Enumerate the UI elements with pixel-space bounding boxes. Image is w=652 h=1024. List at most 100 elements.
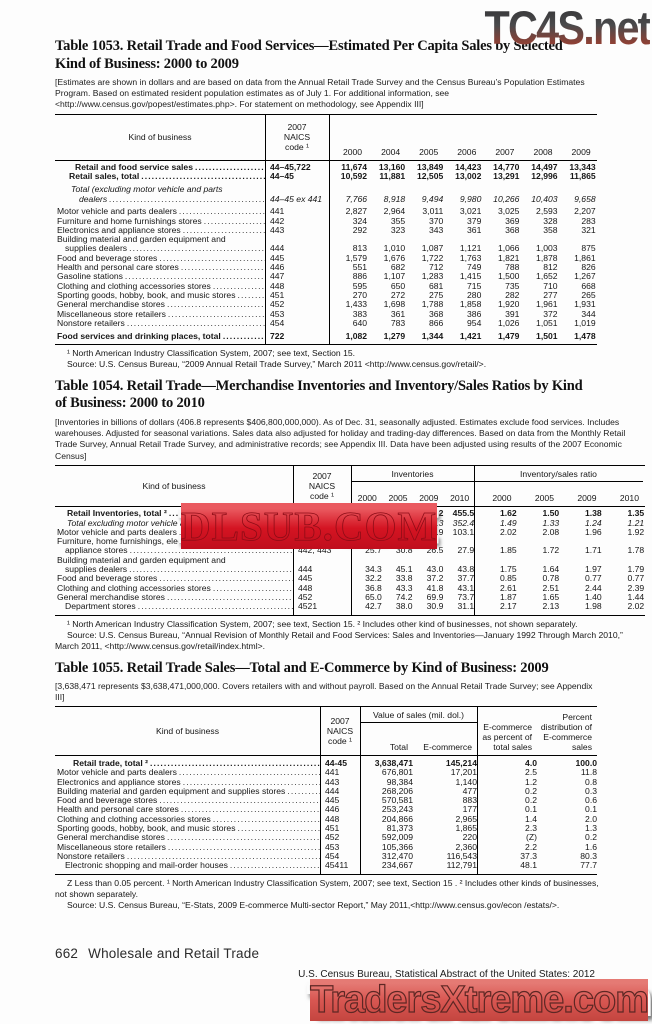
cell-value: 41.8 [426, 582, 444, 593]
cell-value: 2.5 [525, 767, 537, 778]
dot-leader [167, 593, 293, 602]
cell-value: 1.85 [499, 545, 517, 556]
cell-value: 0.1 [585, 804, 597, 815]
cell-value: 0.6 [585, 795, 597, 806]
cell-value: 386 [467, 308, 482, 319]
cell-value: 43.3 [395, 582, 413, 593]
cell-value: 272 [390, 289, 406, 300]
column-header-year: 2005 [534, 492, 554, 503]
cell-value: 1,676 [383, 252, 406, 263]
dot-leader [167, 833, 320, 842]
cell-naics-code: 453 [325, 841, 340, 852]
cell-value: 1.33 [542, 517, 560, 528]
cell-value: 2,360 [455, 841, 477, 852]
cell-value: 1,421 [459, 330, 482, 341]
cell-naics-code: 44-45 [325, 757, 347, 768]
watermark-dlsub-text: DLSUB.COM [181, 502, 438, 549]
dot-leader [213, 282, 265, 291]
cell-value: 0.85 [499, 573, 517, 584]
cell-value: 2.02 [499, 526, 517, 537]
column-header-year: 2009 [419, 492, 439, 503]
cell-value: 1,500 [497, 271, 520, 282]
cell-value: 370 [428, 215, 444, 226]
dot-leader [238, 824, 320, 833]
table-1054-note: [Inventories in billions of dollars (406… [55, 416, 626, 461]
table-row: Nonstore retailers 454 312,470 116,543 37.3 8… [55, 850, 597, 861]
cell-value: 145,214 [445, 757, 477, 768]
row-label: Miscellaneous store retailers [55, 310, 265, 319]
cell-value: 37.3 [520, 850, 537, 861]
column-divider [477, 707, 478, 874]
cell-naics-code: 446 [325, 804, 340, 815]
cell-value: 361 [467, 224, 482, 235]
dot-leader [223, 332, 265, 341]
cell-naics-code: 452 [298, 591, 313, 602]
table-1055-title: Table 1055. Retail Trade Sales—Total and… [55, 659, 549, 676]
cell-value: 48.1 [520, 860, 537, 871]
row-label: Retail trade, total ² [55, 759, 320, 768]
cell-value: 1,433 [345, 299, 368, 310]
column-header-year: 2008 [533, 146, 553, 157]
cell-value: 477 [462, 785, 477, 796]
cell-value: 8,918 [383, 193, 406, 204]
cell-value: 282 [505, 289, 520, 300]
cell-naics-code: 448 [298, 582, 313, 593]
page-footer-section: 662 Wholesale and Retail Trade [55, 946, 259, 961]
column-header-ecommerce-percent-of-total: E-commerce as percent of total sales [482, 722, 532, 753]
cell-value: 1,283 [421, 271, 444, 282]
row-label: Retail Inventories, total ² [55, 509, 293, 518]
column-header-year: 2007 [495, 146, 515, 157]
group-header-inventory-sales-ratio: Inventory/sales ratio [474, 466, 643, 482]
cell-value: 1,858 [459, 299, 482, 310]
cell-value: 2.3 [525, 823, 537, 834]
cell-value: 361 [390, 308, 406, 319]
cell-value: 1,722 [421, 252, 444, 263]
cell-value: 1.79 [627, 564, 645, 575]
row-label: Motor vehicle and parts dealers [55, 207, 265, 216]
cell-value: 33.8 [395, 573, 413, 584]
page-content: Table 1053. Retail Trade and Food Servic… [55, 0, 647, 911]
cell-value: 14,770 [493, 162, 520, 173]
table-row: Miscellaneous store retailers 453 105,366 2… [55, 841, 597, 852]
cell-naics-code: 454 [325, 850, 340, 861]
table-row: Miscellaneous store retailers 453 383 361 36… [55, 308, 597, 319]
row-label: Health and personal care stores [55, 805, 320, 814]
dot-leader [230, 861, 320, 870]
table-row: Total (excluding motor vehicle and parts… [55, 185, 597, 204]
cell-value: 1.64 [542, 564, 560, 575]
cell-value: 2.51 [542, 582, 560, 593]
cell-value: 1.75 [499, 564, 517, 575]
cell-value: 352.4 [452, 517, 475, 528]
cell-value: 866 [428, 317, 444, 328]
cell-value: 34.3 [365, 564, 382, 575]
cell-value: 3,021 [459, 206, 482, 217]
cell-naics-code: 444 [270, 243, 285, 254]
cell-value: 292 [352, 224, 368, 235]
cell-value: 3,638,471 [374, 757, 413, 768]
cell-value: 749 [467, 262, 482, 273]
column-header-year: 2009 [577, 492, 597, 503]
table-row: Health and personal care stores 446 551 682… [55, 262, 597, 273]
cell-value: 268,206 [381, 785, 413, 796]
cell-value: 1.3 [585, 823, 597, 834]
cell-value: 2.44 [584, 582, 602, 593]
cell-value: 1,878 [536, 252, 558, 263]
cell-value: 2,964 [383, 206, 406, 217]
dot-leader [168, 310, 265, 319]
cell-value: 1.44 [627, 591, 645, 602]
dot-leader [141, 172, 265, 181]
dot-leader [213, 815, 320, 824]
cell-value: 2.08 [542, 526, 560, 537]
table-row: Clothing and clothing accessories stores… [55, 281, 597, 291]
cell-naics-code: 452 [325, 832, 340, 843]
table-row: Building material and garden equipment a… [55, 235, 597, 254]
dot-leader [183, 226, 265, 235]
table-1055-note: [3,638,471 represents $3,638,471,000,000… [55, 681, 593, 703]
cell-value: 875 [581, 243, 596, 254]
cell-value: 1,479 [497, 330, 520, 341]
row-label: Food services and drinking places, total [55, 332, 265, 341]
cell-value: (Z) [526, 832, 537, 843]
cell-value: 1.92 [627, 526, 645, 537]
row-label: Sporting goods, hobby, book, and music s… [55, 291, 265, 300]
cell-value: 14,423 [455, 162, 482, 173]
